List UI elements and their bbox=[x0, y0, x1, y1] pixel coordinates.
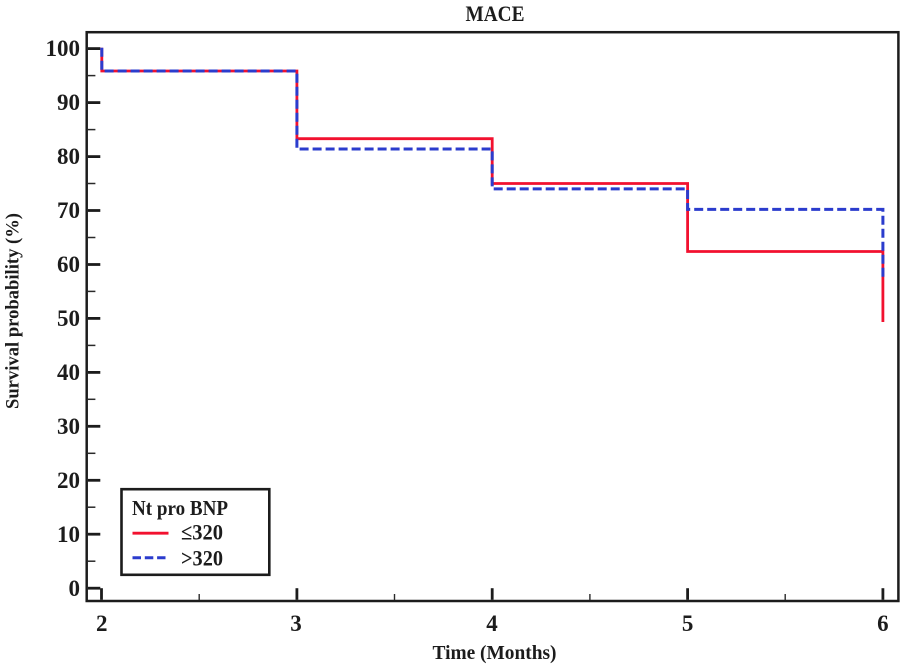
svg-text:80: 80 bbox=[57, 144, 80, 169]
svg-text:90: 90 bbox=[57, 90, 80, 115]
svg-text:MACE: MACE bbox=[466, 1, 525, 26]
svg-text:70: 70 bbox=[57, 198, 80, 223]
svg-text:6: 6 bbox=[877, 611, 889, 636]
svg-text:30: 30 bbox=[57, 414, 80, 439]
svg-text:5: 5 bbox=[682, 611, 694, 636]
svg-text:≤320: ≤320 bbox=[181, 520, 223, 545]
svg-text:100: 100 bbox=[46, 36, 81, 61]
svg-text:Nt pro BNP: Nt pro BNP bbox=[132, 496, 228, 520]
svg-text:60: 60 bbox=[57, 252, 80, 277]
svg-text:10: 10 bbox=[57, 522, 80, 547]
svg-text:20: 20 bbox=[57, 468, 80, 493]
svg-text:2: 2 bbox=[96, 611, 108, 636]
svg-text:50: 50 bbox=[57, 306, 80, 331]
svg-text:3: 3 bbox=[290, 611, 302, 636]
svg-text:40: 40 bbox=[57, 360, 80, 385]
svg-text:Survival probability (%): Survival probability (%) bbox=[3, 213, 24, 409]
svg-text:0: 0 bbox=[69, 576, 81, 601]
svg-text:Time (Months): Time (Months) bbox=[433, 642, 557, 664]
svg-text:>320: >320 bbox=[181, 546, 223, 571]
svg-text:4: 4 bbox=[486, 611, 498, 636]
